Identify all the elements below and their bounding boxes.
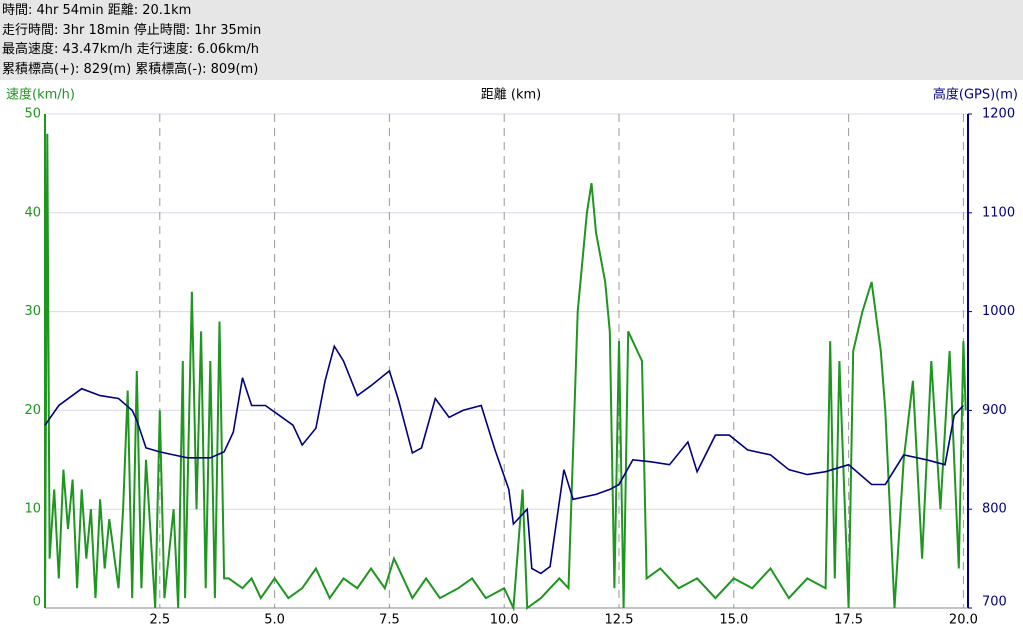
y2-tick-label: 1100 <box>982 205 1015 220</box>
x-tick-label: 15.0 <box>719 613 748 628</box>
summary-line: 時間: 4hr 54min 距離: 20.1km <box>2 3 192 18</box>
y2-tick-label: 1000 <box>982 304 1015 319</box>
y-axis-label: 速度(km/h) <box>6 87 75 103</box>
y2-axis-label: 高度(GPS)(m) <box>933 87 1018 103</box>
summary-line: 走行時間: 3hr 18min 停止時間: 1hr 35min <box>2 22 262 38</box>
y2-tick-label: 700 <box>982 595 1007 610</box>
y-tick-label: 50 <box>24 107 41 122</box>
y2-tick-label: 800 <box>982 502 1007 517</box>
y-tick-label: 10 <box>24 502 41 517</box>
x-tick-label: 17.5 <box>834 613 863 628</box>
x-tick-label: 7.5 <box>379 613 400 628</box>
x-axis-label: 距離 (km) <box>481 88 541 103</box>
x-tick-label: 10.0 <box>490 613 519 628</box>
series-line <box>44 133 967 612</box>
y-tick-label: 30 <box>24 304 41 319</box>
y2-tick-label: 900 <box>982 403 1007 418</box>
chart: 速度(km/h) 距離 (km) 高度(GPS)(m) 0 10 20 30 40 50 7… <box>6 87 1018 628</box>
x-tick-label: 12.5 <box>605 613 634 628</box>
y2-tick-label: 1200 <box>982 107 1015 122</box>
x-tick-label: 5.0 <box>264 613 285 628</box>
summary-line: 累積標高(+): 829(m) 累積標高(-): 809(m) <box>2 61 259 77</box>
x-tick-label: 20.0 <box>949 613 978 628</box>
x-tick-label: 2.5 <box>149 613 170 628</box>
y-tick-label: 40 <box>24 205 41 220</box>
summary-header: 時間: 4hr 54min 距離: 20.1km 走行時間: 3hr 18min… <box>0 0 1023 80</box>
series-line <box>44 344 964 575</box>
y-tick-label: 0 <box>33 595 41 610</box>
y-tick-label: 20 <box>24 403 41 418</box>
summary-line: 最高速度: 43.47km/h 走行速度: 6.06km/h <box>2 42 259 57</box>
